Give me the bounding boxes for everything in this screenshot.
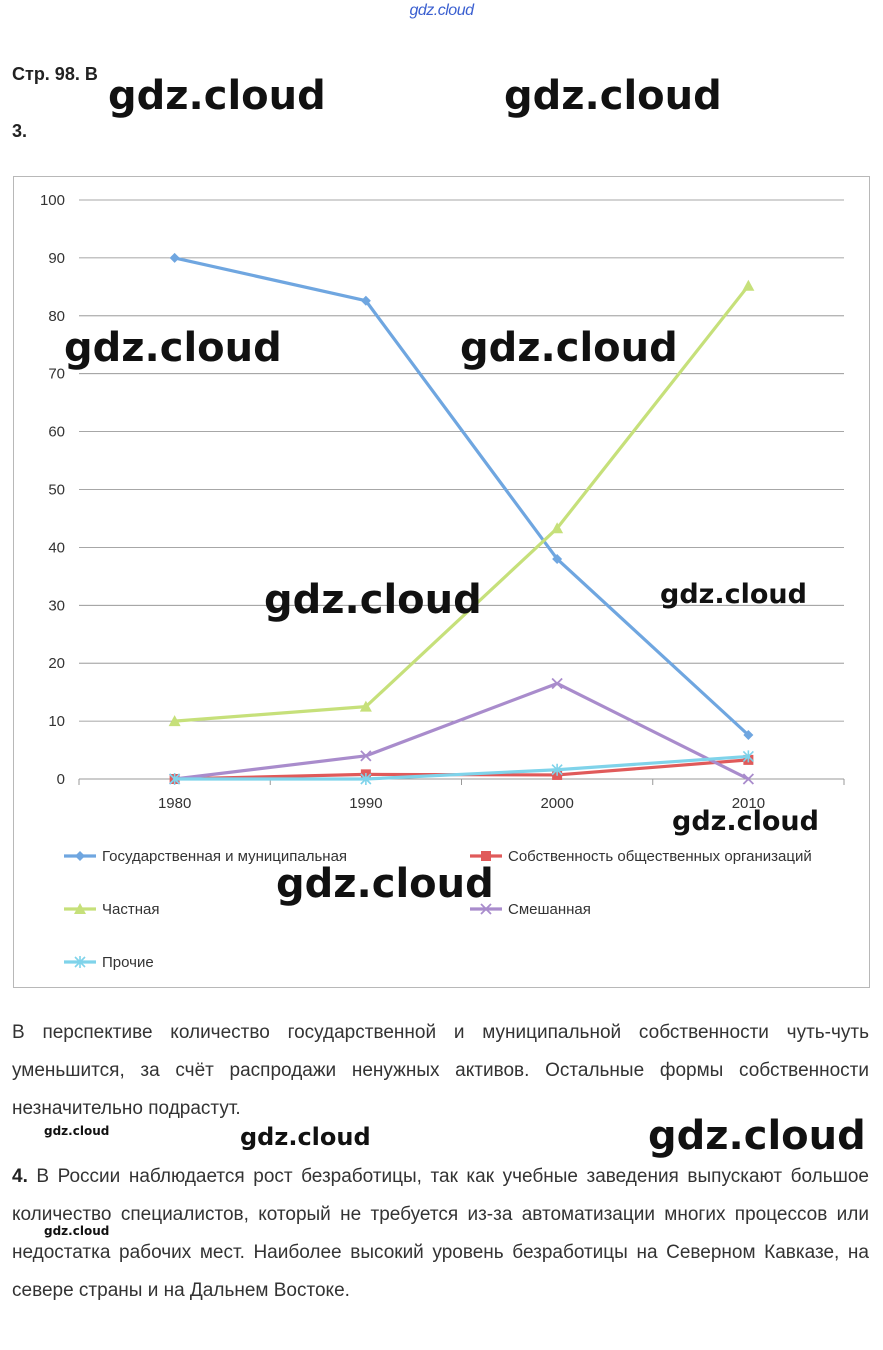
legend-key-3 bbox=[470, 903, 502, 915]
watermark: gdz.cloud bbox=[264, 577, 482, 623]
data-point-2 bbox=[359, 700, 372, 712]
legend-label: Собственность общественных организаций bbox=[508, 847, 812, 865]
data-point-0 bbox=[360, 295, 371, 306]
answer-paragraph-4: 4. В России наблюдается рост безработицы… bbox=[12, 1158, 869, 1310]
legend-key-marker bbox=[74, 903, 86, 914]
x-tick-label: 1980 bbox=[158, 795, 191, 812]
legend-label: Смешанная bbox=[508, 900, 591, 918]
data-point-3 bbox=[551, 677, 563, 690]
legend-key-2 bbox=[64, 903, 96, 914]
watermark: gdz.cloud bbox=[44, 1124, 110, 1138]
legend-item-3: Смешанная bbox=[468, 899, 591, 919]
watermark: gdz.cloud bbox=[240, 1123, 371, 1151]
y-tick-label: 50 bbox=[48, 482, 65, 499]
legend-key-marker bbox=[75, 851, 85, 861]
legend-key-marker bbox=[480, 903, 492, 915]
data-point-4 bbox=[742, 750, 754, 763]
series-line-2 bbox=[173, 284, 750, 723]
legend-label: Государственная и муниципальная bbox=[102, 847, 348, 865]
watermark: gdz.cloud bbox=[276, 861, 494, 907]
watermark: gdz.cloud bbox=[648, 1113, 866, 1159]
legend-key-0 bbox=[64, 851, 96, 861]
legend-key-4 bbox=[64, 956, 96, 968]
data-point-2 bbox=[551, 522, 564, 534]
y-tick-label: 0 bbox=[57, 771, 65, 788]
watermark: gdz.cloud bbox=[64, 325, 282, 371]
y-tick-label: 20 bbox=[48, 655, 65, 672]
x-tick-label: 1990 bbox=[349, 795, 382, 812]
data-point-4 bbox=[360, 773, 372, 785]
line-chart: 0 10 20 30 40 50 60 70 80 90 100 1980 1990 2000 2010 Г… bbox=[13, 176, 870, 988]
legend-key-marker bbox=[74, 956, 86, 968]
y-tick-label: 80 bbox=[48, 308, 65, 325]
series-line-4 bbox=[173, 754, 750, 781]
legend-label: Частная bbox=[102, 900, 160, 918]
data-point-4 bbox=[169, 773, 181, 785]
y-tick-label: 100 bbox=[40, 192, 65, 209]
page-reference: Стр. 98. В bbox=[12, 64, 98, 84]
data-point-0 bbox=[169, 252, 180, 263]
x-tick-label: 2000 bbox=[540, 795, 573, 812]
answer-text-4: В России наблюдается рост безработицы, т… bbox=[12, 1166, 869, 1301]
data-point-0 bbox=[552, 553, 563, 564]
legend-item-0: Государственная и муниципальная bbox=[62, 846, 347, 866]
legend-label: Прочие bbox=[102, 953, 154, 971]
task-number-3: 3. bbox=[12, 121, 28, 141]
data-point-2 bbox=[168, 715, 181, 727]
task-number-4: 4. bbox=[12, 1166, 28, 1187]
watermark-top: gdz.cloud bbox=[409, 2, 475, 19]
y-tick-label: 30 bbox=[48, 597, 65, 614]
legend-item-2: Частная bbox=[62, 899, 159, 919]
y-tick-label: 70 bbox=[48, 366, 65, 383]
data-point-3 bbox=[742, 773, 755, 785]
watermark: gdz.cloud bbox=[460, 325, 678, 371]
watermark: gdz.cloud bbox=[660, 579, 807, 610]
legend-item-4: Прочие bbox=[62, 952, 154, 972]
x-tick-label: 2010 bbox=[732, 795, 765, 812]
legend-item-1: Собственность общественных организаций bbox=[468, 846, 812, 866]
watermark: gdz.cloud bbox=[504, 73, 722, 119]
data-point-0 bbox=[743, 729, 754, 740]
answer-paragraph-3: В перспективе количество государственной… bbox=[12, 1022, 869, 1119]
y-tick-label: 40 bbox=[48, 539, 65, 556]
watermark: gdz.cloud bbox=[672, 806, 819, 837]
y-tick-label: 90 bbox=[48, 250, 65, 267]
watermark: gdz.cloud bbox=[108, 73, 326, 119]
data-point-3 bbox=[360, 750, 372, 762]
chart-canvas: 0 10 20 30 40 50 60 70 80 90 100 1980 1990 2000 2010 bbox=[40, 192, 845, 812]
y-tick-label: 60 bbox=[48, 424, 65, 441]
series-line-3 bbox=[173, 681, 750, 781]
series-line-0 bbox=[173, 256, 750, 737]
watermark: gdz.cloud bbox=[44, 1224, 110, 1238]
y-tick-label: 10 bbox=[48, 713, 65, 730]
legend-key-marker bbox=[481, 851, 491, 861]
data-point-4 bbox=[551, 763, 563, 776]
legend-key-1 bbox=[470, 851, 502, 861]
data-point-2 bbox=[742, 279, 755, 291]
